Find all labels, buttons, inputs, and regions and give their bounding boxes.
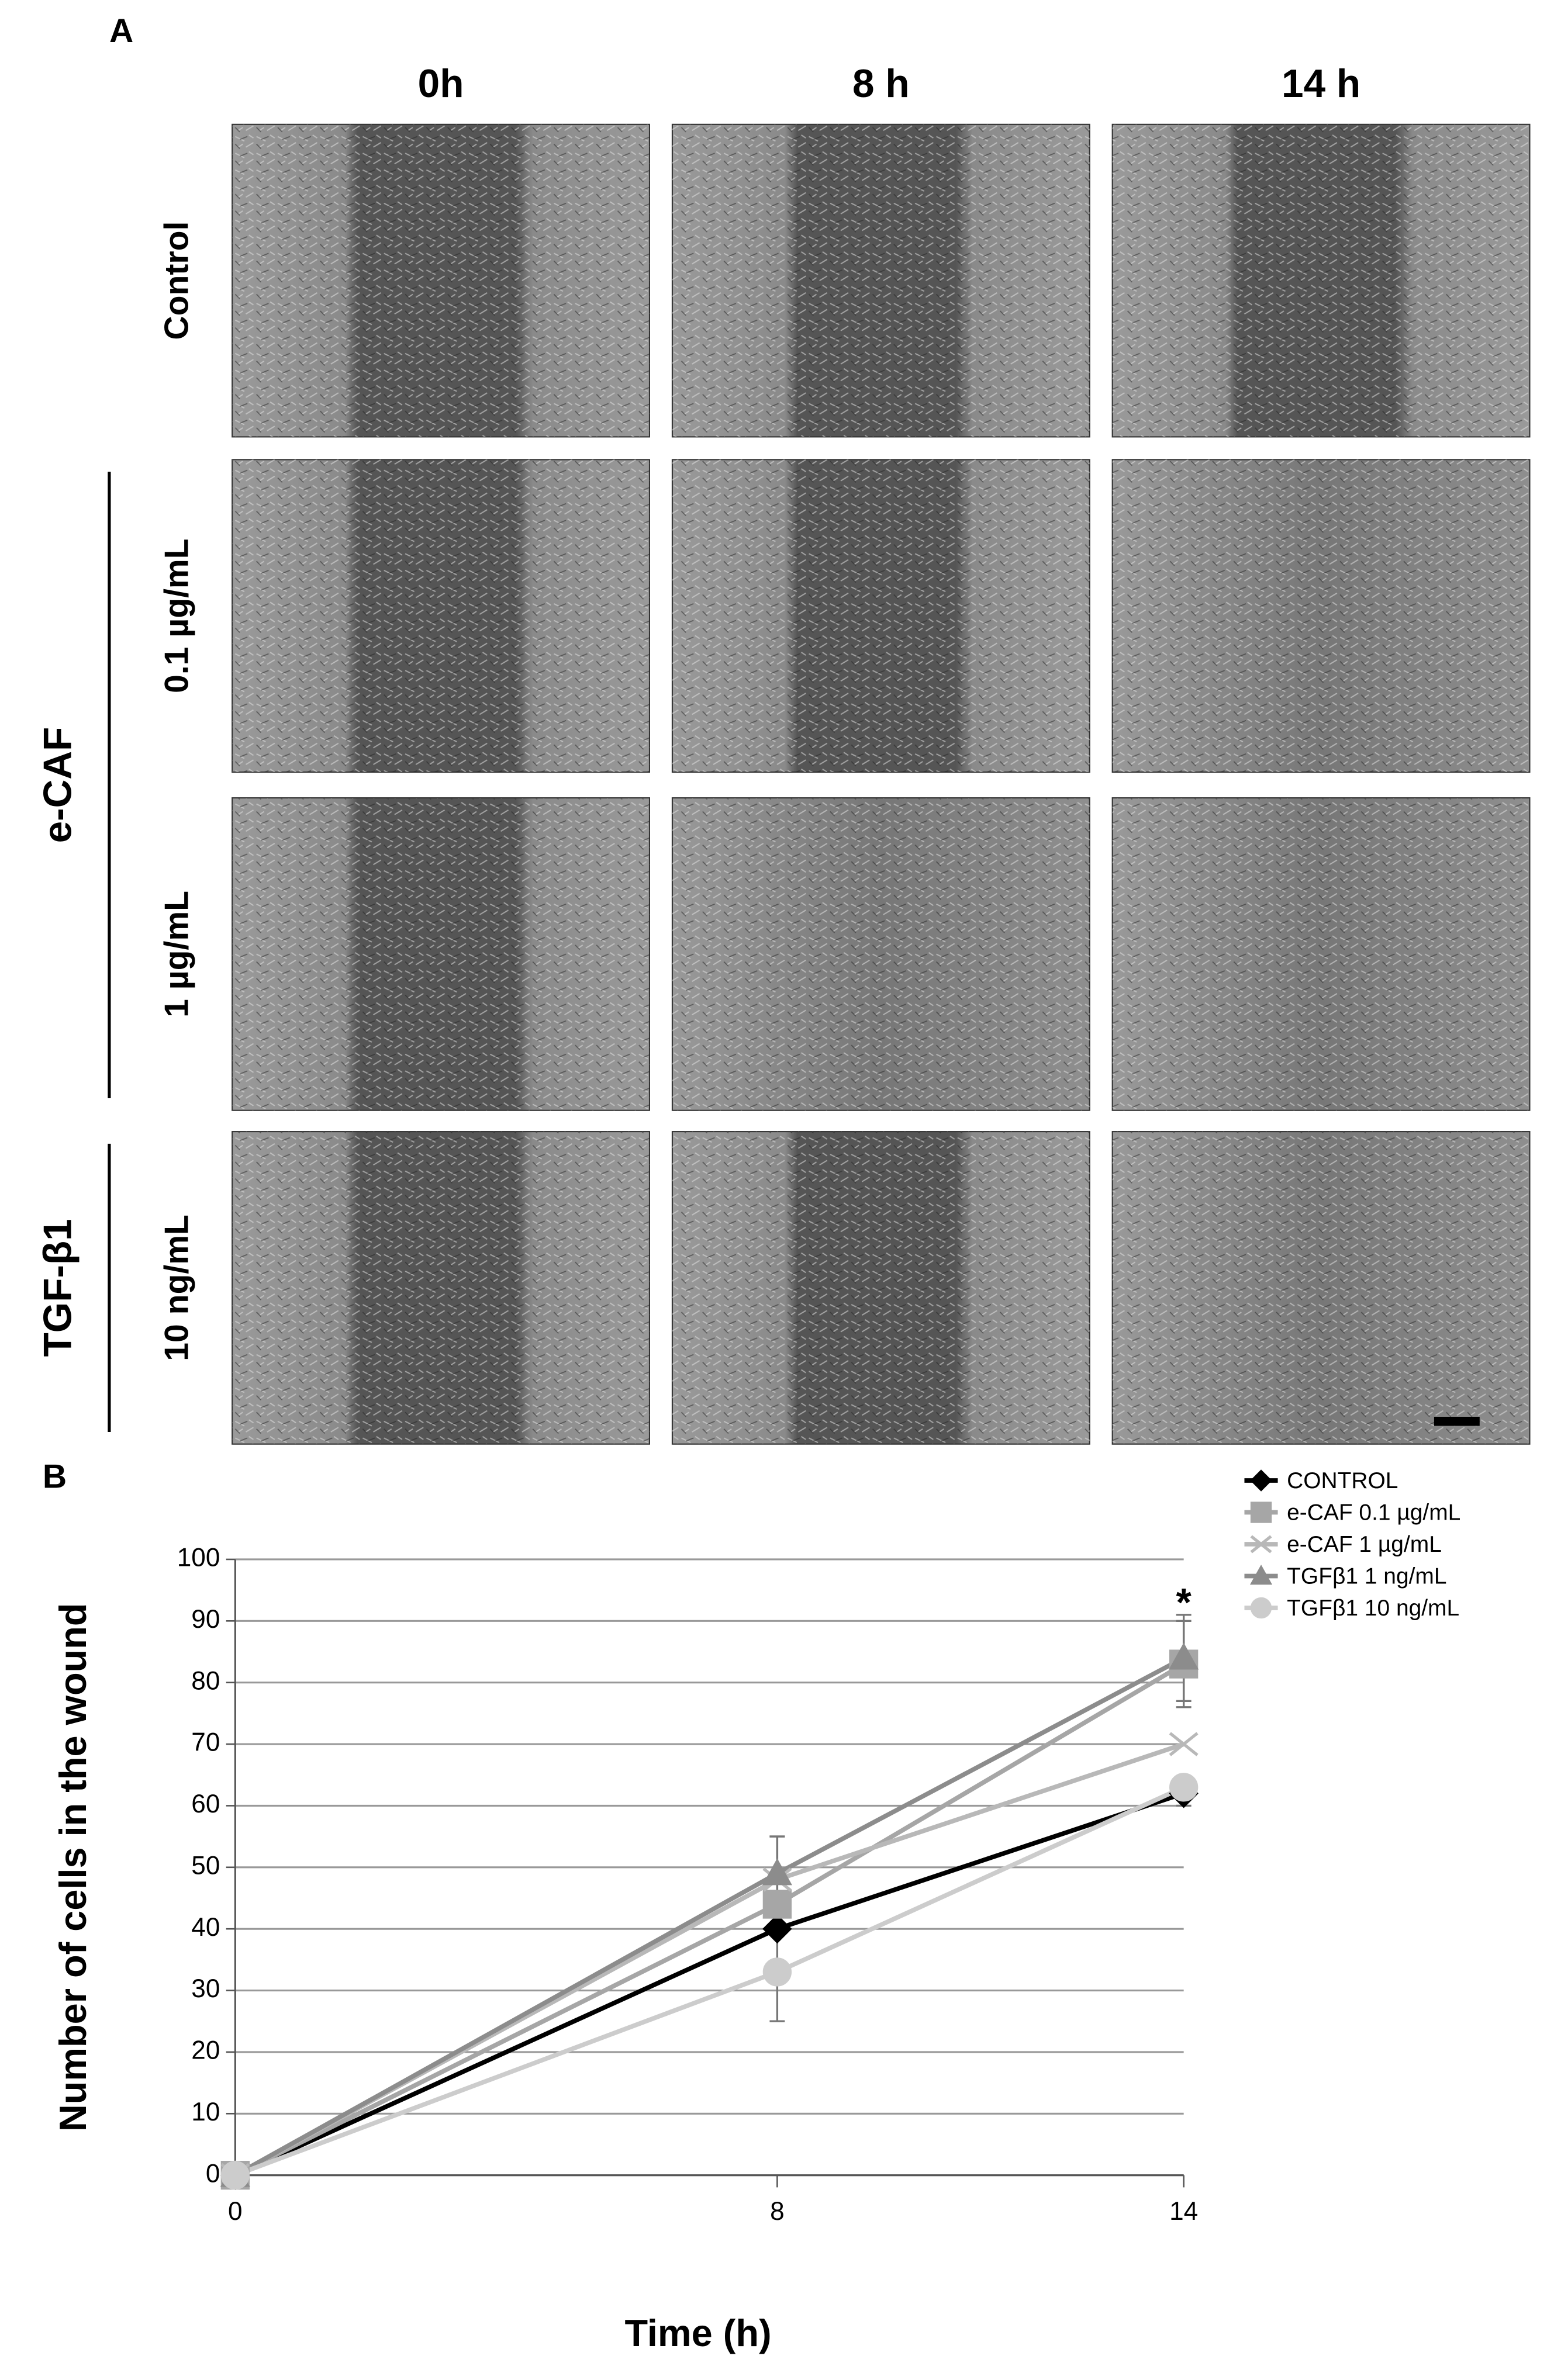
scale-bar (1434, 1416, 1480, 1426)
x-tick-label: 14 (1169, 2197, 1198, 2226)
marker (1169, 1773, 1199, 1802)
row-label: 10 ng/mL (158, 1215, 195, 1361)
micrograph-texture (672, 1132, 1090, 1444)
y-tick-label: 100 (177, 1544, 220, 1572)
micrograph-texture (672, 459, 1090, 772)
micrograph-texture (232, 124, 650, 437)
legend-label: TGFβ1 10 ng/mL (1287, 1596, 1459, 1621)
marker (1169, 1732, 1199, 1756)
panel-label: B (43, 1458, 67, 1495)
micrograph-texture (672, 798, 1090, 1111)
y-tick-label: 10 (191, 2098, 220, 2126)
micrograph-texture (1112, 798, 1530, 1111)
micrograph-texture (232, 798, 650, 1111)
x-axis-title: Time (h) (624, 2312, 771, 2354)
column-header: 0h (418, 62, 464, 106)
legend-marker (1249, 1564, 1273, 1585)
x-tick-label: 0 (228, 2197, 243, 2226)
x-tick-label: 8 (770, 2197, 785, 2226)
legend-label: e-CAF 0.1 µg/mL (1287, 1500, 1460, 1525)
marker (1169, 1642, 1199, 1670)
micrograph-texture (672, 124, 1090, 437)
y-tick-label: 0 (206, 2159, 220, 2188)
column-header: 14 h (1282, 62, 1360, 106)
marker (762, 1914, 792, 1944)
y-tick-label: 50 (191, 1851, 220, 1880)
y-tick-label: 60 (191, 1790, 220, 1818)
marker (762, 1858, 792, 1886)
legend-marker (1250, 1469, 1272, 1492)
y-tick-label: 40 (191, 1913, 220, 1942)
column-header: 8 h (852, 62, 909, 106)
y-axis-title: Number of cells in the wound (51, 1603, 94, 2132)
marker (220, 2160, 250, 2190)
legend-label: TGFβ1 1 ng/mL (1287, 1563, 1446, 1589)
y-tick-label: 20 (191, 2036, 220, 2065)
row-label: Control (158, 222, 195, 340)
row-label: 0.1 µg/mL (158, 538, 195, 693)
micrograph-texture (232, 1132, 650, 1444)
micrograph-texture (232, 459, 650, 772)
annotation: * (1176, 1581, 1192, 1625)
micrograph-texture (1112, 459, 1530, 772)
legend-label: e-CAF 1 µg/mL (1287, 1532, 1442, 1557)
y-tick-label: 30 (191, 1974, 220, 2003)
legend-label: CONTROL (1287, 1468, 1398, 1493)
group-label: TGF-β1 (36, 1219, 80, 1357)
marker (762, 1957, 792, 1987)
micrograph-texture (1112, 124, 1530, 437)
legend-marker (1250, 1535, 1272, 1554)
y-tick-label: 70 (191, 1728, 220, 1757)
series-line (234, 1785, 1185, 2178)
legend-marker (1250, 1502, 1272, 1523)
micrograph-texture (1112, 1132, 1530, 1444)
y-tick-label: 80 (191, 1666, 220, 1695)
legend-marker (1250, 1597, 1272, 1619)
group-label: e-CAF (36, 727, 80, 843)
y-tick-label: 90 (191, 1605, 220, 1634)
row-label: 1 µg/mL (158, 891, 195, 1018)
marker (762, 1890, 792, 1919)
panel-label: A (109, 12, 133, 50)
